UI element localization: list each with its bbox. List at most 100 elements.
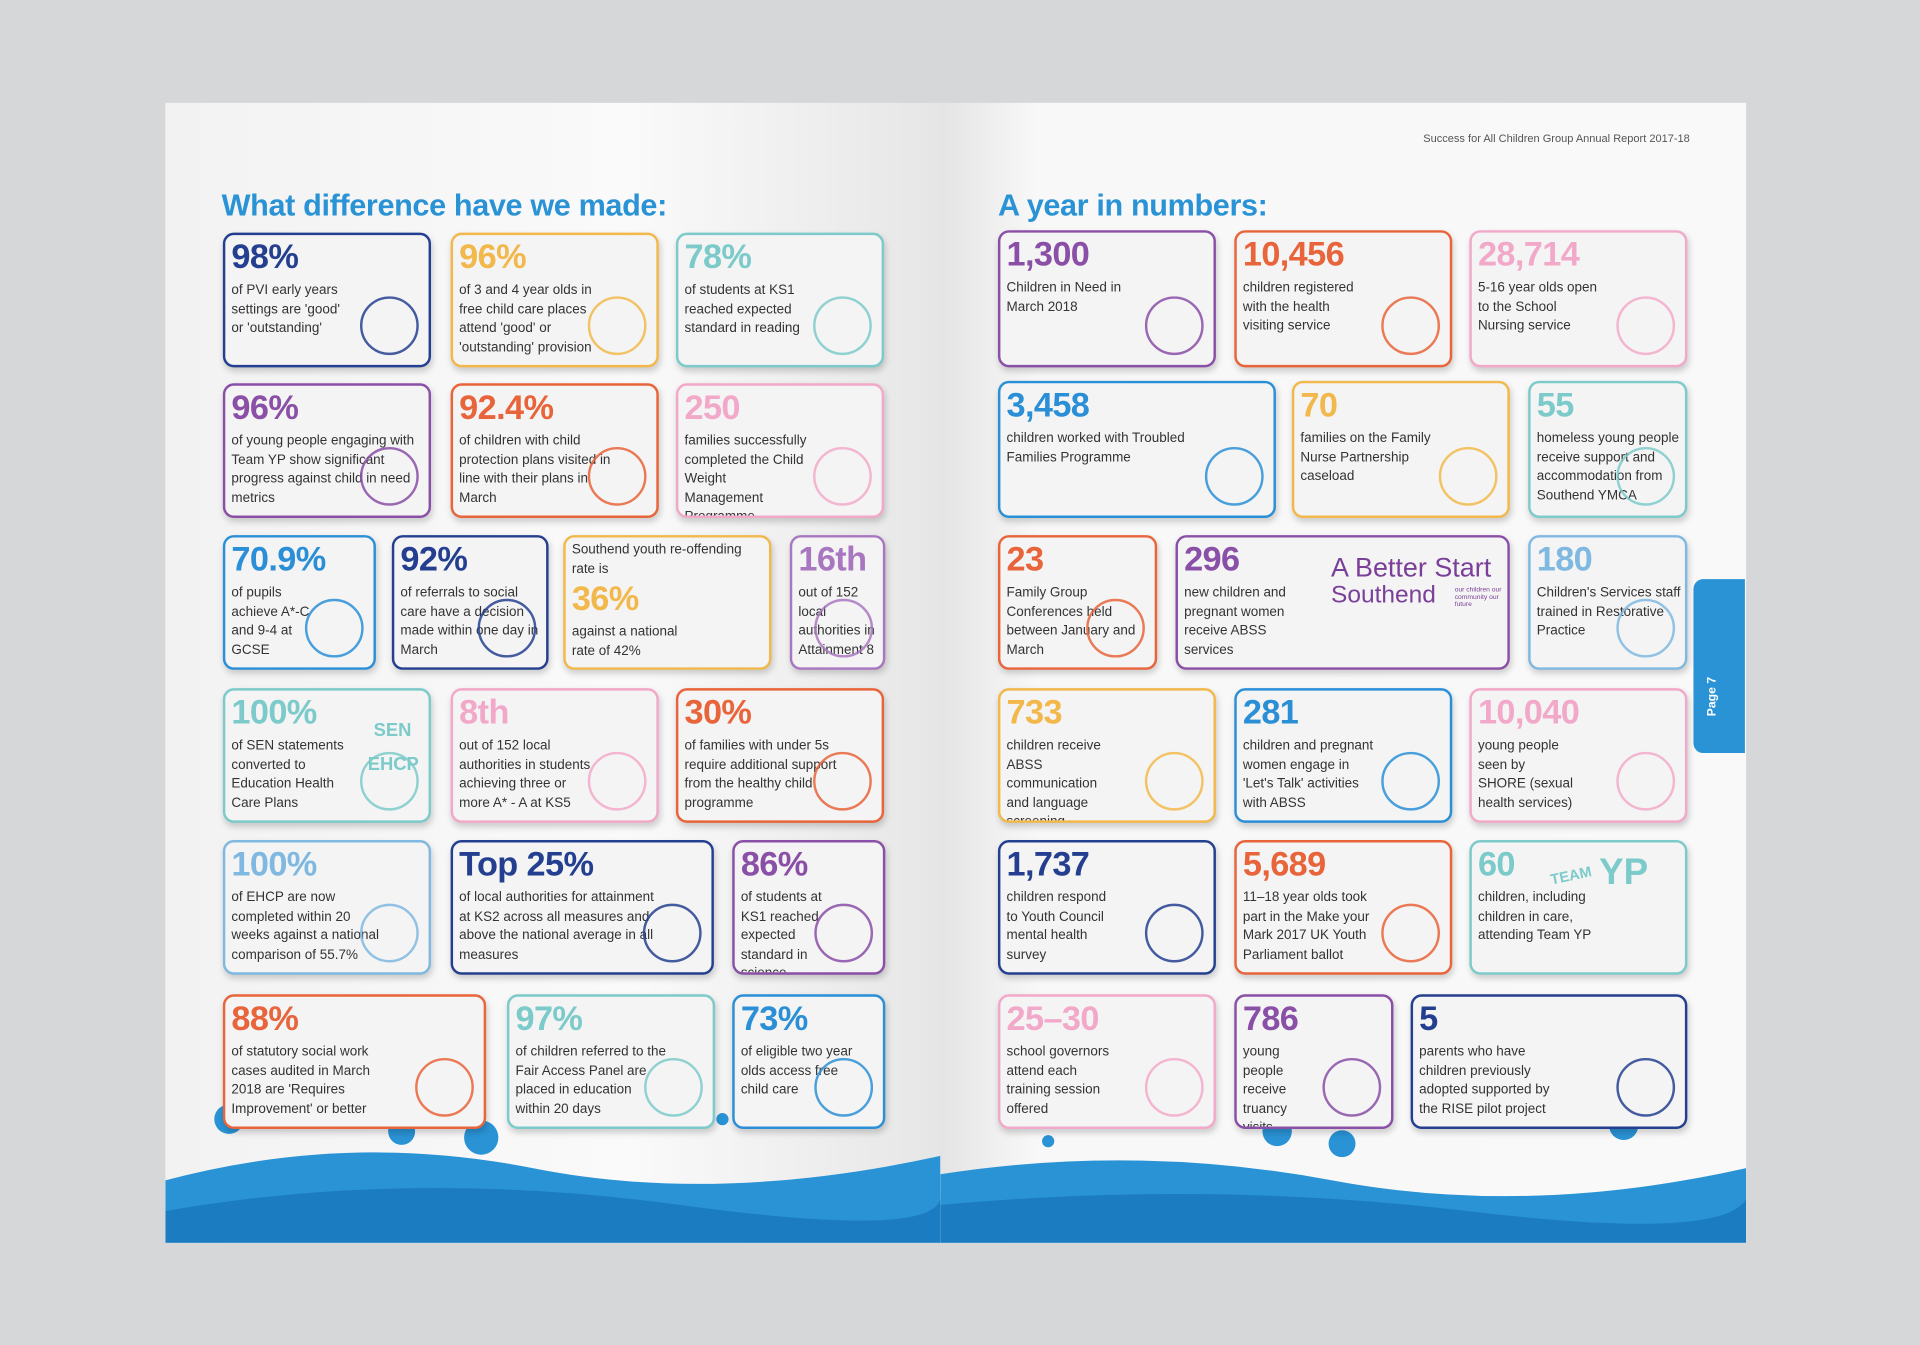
stat-card: 1,737 children respond to Youth Council m… (997, 840, 1216, 975)
stat-card: Southend youth re-offending rate is 36% ag… (563, 535, 772, 670)
card-text: 5-16 year olds open to the School Nursin… (1477, 280, 1598, 334)
stat-card: 100% of SEN statements converted to Educa… (222, 688, 432, 823)
card-stat: 23 (1006, 540, 1045, 578)
card-stat: 1,737 (1006, 844, 1090, 883)
right-decoration (940, 1110, 1747, 1243)
card-text: of young people engaging with Team YP sh… (231, 433, 415, 506)
stat-card: 92% of referrals to social care have a de… (391, 535, 549, 670)
stat-card: 5,689 11–18 year olds took part in the Ma… (1234, 840, 1453, 975)
stat-card: 3,458 children worked with Troubled Famil… (997, 380, 1276, 518)
card-icon (1616, 296, 1676, 356)
card-stat: 92% (400, 540, 468, 578)
card-icon (642, 903, 702, 963)
card-text: out of 152 local authorities in students… (459, 738, 591, 811)
icon-label: YP (1599, 852, 1649, 893)
card-stat: 100% (231, 693, 317, 732)
card-icon (304, 598, 364, 658)
stat-card: 96% of young people engaging with Team YP… (222, 383, 432, 518)
card-text: families successfully completed the Chil… (684, 433, 807, 518)
card-icon (1144, 903, 1204, 963)
card-icon (1616, 598, 1676, 658)
stat-card: 100% of EHCP are now completed within 20 … (222, 840, 432, 975)
card-stat: 30% (684, 693, 752, 732)
card-icon (587, 296, 647, 356)
card-stat: 16th (798, 540, 867, 578)
card-stat: 10,456 (1242, 235, 1345, 274)
card-stat: 1,300 (1006, 235, 1090, 274)
card-stat: 5 (1419, 999, 1438, 1038)
card-stat: 733 (1006, 693, 1063, 732)
tree (464, 1120, 499, 1155)
stat-card: 70 families on the Family Nurse Partnersh… (1291, 380, 1510, 518)
page-number: Page 7 (1705, 676, 1720, 717)
stat-card: 88% of statutory social work cases audite… (222, 994, 487, 1129)
card-stat: 70 (1300, 385, 1338, 424)
card-stat: 98% (231, 237, 299, 276)
tree (716, 1113, 729, 1126)
stat-card: 73% of eligible two year olds access free… (732, 994, 886, 1129)
stat-card: 30% of families with under 5s require add… (675, 688, 885, 823)
stat-card: 10,456 children registered with the healt… (1234, 230, 1453, 368)
card-icon (477, 598, 537, 658)
card-text: against a national rate of 42% (571, 624, 678, 659)
card-stat: 88% (231, 999, 299, 1038)
card-text: of statutory social work cases audited i… (231, 1044, 370, 1117)
card-icon (415, 1057, 474, 1117)
card-icon (814, 1057, 874, 1117)
card-icon (1616, 1057, 1676, 1117)
stat-card: 786 young people receive truancy visits (1234, 994, 1394, 1129)
tree (1328, 1130, 1356, 1158)
card-icon (1381, 903, 1441, 963)
card-text: of 3 and 4 year olds in free child care … (459, 282, 592, 355)
card-icon (1144, 751, 1204, 811)
stat-card: 60 children, including children in care, … (1469, 840, 1688, 975)
wave (165, 1187, 941, 1243)
icon-label: TEAM (1548, 862, 1594, 889)
stat-card: 23 Family Group Conferences held between … (997, 535, 1158, 670)
right-title: A year in numbers: (997, 188, 1268, 223)
stat-card: Top 25% of local authorities for attainme… (450, 840, 714, 975)
wave (940, 1194, 1747, 1243)
card-stat: 28,714 (1477, 235, 1580, 274)
card-text: children respond to Youth Council mental… (1006, 890, 1107, 962)
stat-card: 25–30 school governors attend each traini… (997, 994, 1216, 1129)
card-stat: 86% (740, 844, 808, 883)
card-text: of pupils achieve A*-C and 9-4 at GCSE (231, 585, 310, 657)
card-stat: 92.4% (459, 388, 554, 427)
card-text: of students at KS1 reached expected stan… (684, 282, 800, 336)
card-icon (644, 1057, 703, 1117)
card-icon (587, 751, 647, 811)
stat-card: 70.9% of pupils achieve A*-C and 9-4 at G… (222, 535, 376, 670)
card-text: of children referred to the Fair Access … (515, 1044, 667, 1117)
stat-card: 28,714 5-16 year olds open to the School … (1469, 230, 1688, 368)
stat-card: 78% of students at KS1 reached expected s… (675, 232, 885, 368)
card-text: of EHCP are now completed within 20 week… (231, 890, 379, 962)
card-stat: 281 (1242, 693, 1299, 732)
card-icon (1322, 1057, 1382, 1117)
card-text: of children with child protection plans … (459, 433, 611, 506)
card-text: families on the Family Nurse Partnership… (1300, 431, 1431, 484)
page-tab (1693, 579, 1745, 754)
card-text: of PVI early years settings are 'good' o… (231, 282, 340, 336)
card-stat: 250 (684, 388, 740, 427)
card-icon (814, 598, 874, 658)
card-text: school governors attend each training se… (1006, 1044, 1110, 1117)
card-text: Children in Need in March 2018 (1006, 280, 1122, 315)
card-icon (1616, 446, 1676, 506)
card-text: young people seen by SHORE (sexual healt… (1477, 738, 1574, 811)
card-text: 11–18 year olds took part in the Make yo… (1242, 890, 1370, 962)
card-text: of families with under 5s require additi… (684, 738, 837, 811)
card-icon (360, 296, 419, 356)
card-stat: 25–30 (1006, 999, 1100, 1038)
card-icon (1616, 751, 1676, 811)
logo-tagline: our children our community our future (1454, 586, 1502, 609)
stat-card: 250 families successfully completed the C… (675, 383, 885, 518)
card-stat: 296 (1184, 540, 1240, 578)
stat-card: 296 new children and pregnant women recei… (1175, 535, 1510, 670)
card-text: children worked with Troubled Families P… (1006, 431, 1185, 465)
card-stat: 786 (1242, 999, 1299, 1038)
stat-card: 92.4% of children with child protection p… (450, 383, 659, 518)
stat-card: 55 homeless young people receive support … (1528, 380, 1688, 518)
stat-card: 97% of children referred to the Fair Acce… (506, 994, 716, 1129)
